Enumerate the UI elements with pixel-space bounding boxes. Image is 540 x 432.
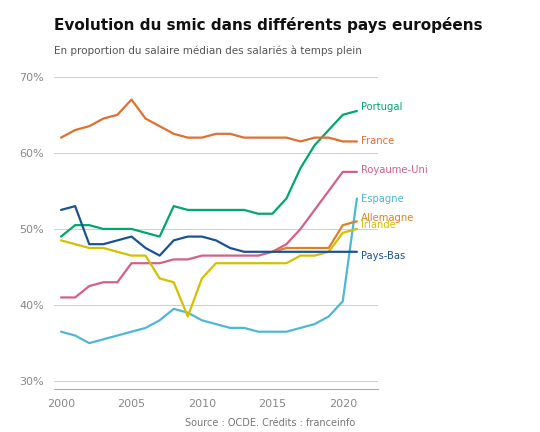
Text: Pays-Bas: Pays-Bas: [361, 251, 406, 261]
Text: Portugal: Portugal: [361, 102, 402, 112]
Text: Espagne: Espagne: [361, 194, 404, 203]
Text: France: France: [361, 137, 394, 146]
Text: Evolution du smic dans différents pays européens: Evolution du smic dans différents pays e…: [54, 17, 483, 33]
Text: Source : OCDE. Crédits : franceinfo: Source : OCDE. Crédits : franceinfo: [185, 418, 355, 428]
Text: Royaume-Uni: Royaume-Uni: [361, 165, 428, 175]
Text: Irlande: Irlande: [361, 220, 396, 230]
Text: En proportion du salaire médian des salariés à temps plein: En proportion du salaire médian des sala…: [54, 46, 362, 56]
Text: Allemagne: Allemagne: [361, 213, 415, 222]
